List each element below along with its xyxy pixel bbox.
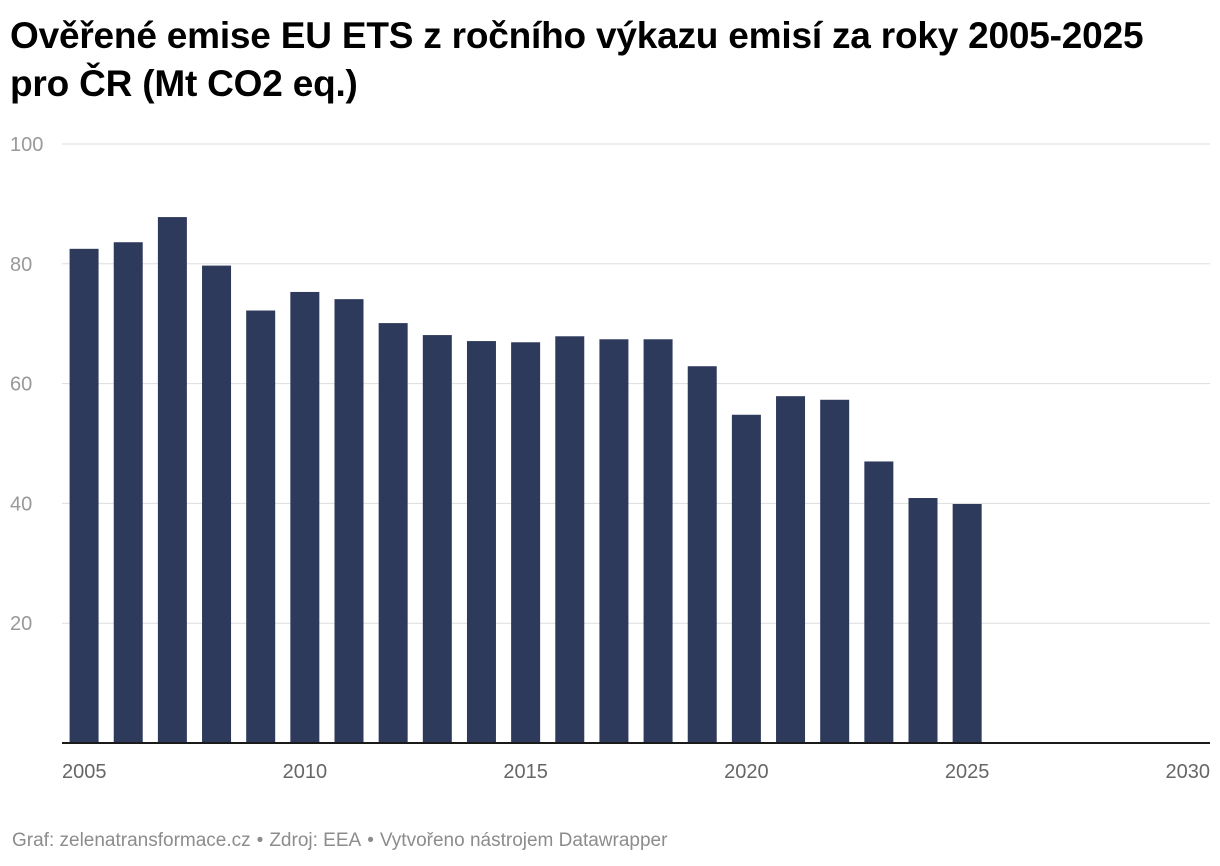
y-tick-label: 20 — [10, 613, 32, 635]
chart-footer: Graf: zelenatransformace.cz • Zdroj: EEA • V… — [12, 830, 667, 852]
footer-tool-credit: Vytvořeno nástrojem Datawrapper — [379, 830, 668, 851]
bar — [466, 341, 496, 743]
bar — [908, 498, 938, 743]
bar — [952, 503, 982, 743]
bar — [643, 339, 673, 743]
y-tick-label: 100 — [10, 134, 43, 156]
bar — [334, 299, 364, 743]
x-tick-label: 2010 — [283, 761, 328, 783]
chart-title: Ověřené emise EU ETS z ročního výkazu em… — [10, 15, 1144, 104]
y-axis-tick-labels: 20 40 60 80 100 — [10, 134, 43, 635]
bar — [422, 335, 452, 743]
footer-separator: • — [256, 830, 264, 851]
bar — [599, 339, 629, 743]
bar — [113, 242, 143, 743]
bar — [69, 248, 99, 743]
bar — [555, 336, 585, 743]
x-tick-label: 2015 — [503, 761, 548, 783]
x-axis-tick-labels: 2005 2010 2015 2020 2025 2030 — [62, 761, 1210, 783]
x-tick-label: 2005 — [62, 761, 107, 783]
x-tick-label: 2030 — [1166, 761, 1211, 783]
x-tick-label: 2025 — [945, 761, 990, 783]
bar — [290, 291, 320, 743]
bars — [69, 217, 982, 743]
bar — [157, 217, 187, 743]
y-tick-label: 60 — [10, 374, 32, 396]
bar — [776, 396, 806, 743]
bar — [731, 414, 761, 743]
bar — [820, 399, 850, 743]
bar — [511, 342, 541, 743]
y-tick-label: 40 — [10, 493, 32, 515]
bar — [202, 265, 232, 743]
gridlines — [62, 143, 1210, 624]
bar — [687, 366, 717, 743]
bar — [246, 310, 276, 743]
footer-graph-credit: Graf: zelenatransformace.cz — [12, 830, 251, 851]
bar — [378, 323, 408, 743]
x-tick-label: 2020 — [724, 761, 769, 783]
bar — [864, 461, 894, 743]
footer-source: Zdroj: EEA — [269, 830, 362, 851]
footer-separator: • — [367, 830, 374, 851]
y-tick-label: 80 — [10, 254, 32, 276]
